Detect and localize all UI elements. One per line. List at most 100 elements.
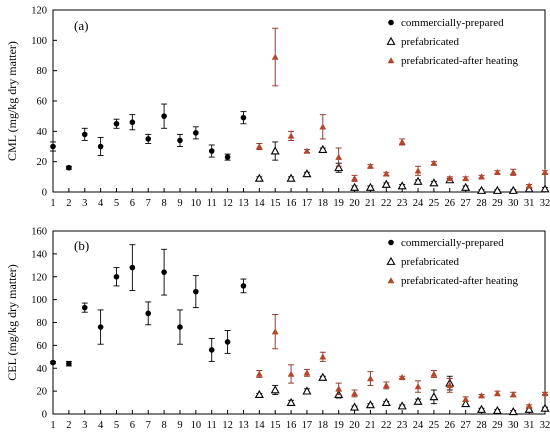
x-tick-label: 20	[349, 420, 360, 431]
x-tick-label: 3	[82, 420, 87, 431]
x-tick-label: 1	[50, 420, 55, 431]
x-tick-label: 3	[82, 198, 87, 209]
data-point	[476, 185, 487, 194]
data-point	[208, 148, 215, 154]
data-point	[50, 359, 56, 366]
data-point	[240, 283, 247, 289]
series-prefabricated-after-heating	[255, 27, 549, 189]
data-point	[302, 169, 312, 178]
x-tick-label: 24	[413, 420, 424, 431]
data-point	[303, 147, 311, 154]
data-point	[540, 184, 550, 193]
series-commercially-prepared	[50, 103, 247, 171]
data-point	[509, 391, 517, 398]
data-point	[129, 264, 136, 271]
x-tick-label: 17	[302, 420, 313, 431]
data-point	[255, 143, 263, 150]
x-tick-label: 28	[476, 420, 487, 431]
data-point	[430, 370, 438, 377]
data-point	[193, 130, 199, 136]
data-point	[492, 405, 502, 414]
data-point	[286, 397, 296, 406]
data-point	[429, 392, 439, 401]
data-point	[540, 403, 550, 412]
x-tick-label: 26	[445, 420, 456, 431]
legend-entry: prefabricated	[401, 256, 460, 268]
x-tick-label: 14	[254, 420, 265, 431]
data-point	[129, 119, 136, 126]
legend-entry: commercially-prepared	[401, 17, 504, 29]
data-point	[287, 132, 295, 139]
x-tick-label: 7	[146, 198, 151, 209]
data-point	[286, 173, 296, 182]
x-tick-label: 29	[492, 198, 503, 209]
legend-entry: prefabricated	[401, 36, 460, 48]
data-point	[508, 185, 518, 194]
series-commercially-prepared	[50, 244, 247, 367]
data-point	[414, 383, 422, 390]
x-tick-label: 2	[66, 198, 71, 209]
x-tick-label: 31	[524, 420, 535, 431]
data-point	[302, 386, 312, 395]
y-tick-label: 60	[37, 341, 48, 352]
data-point	[397, 401, 407, 410]
x-tick-label: 31	[524, 198, 535, 209]
data-point	[508, 406, 518, 416]
y-tick-label: 80	[37, 66, 48, 77]
data-point	[446, 382, 454, 389]
legend-marker	[387, 57, 395, 64]
legend-marker	[388, 19, 394, 26]
x-tick-label: 1	[50, 198, 55, 209]
data-point	[461, 182, 471, 191]
x-tick-label: 24	[413, 198, 424, 209]
x-tick-label: 4	[98, 420, 104, 431]
x-tick-label: 27	[460, 198, 471, 209]
x-tick-label: 32	[540, 420, 550, 431]
data-point	[350, 402, 360, 411]
y-tick-label: 140	[31, 249, 47, 260]
x-tick-label: 8	[161, 198, 166, 209]
data-point	[254, 173, 264, 182]
x-tick-label: 21	[365, 420, 376, 431]
data-point	[525, 182, 533, 189]
data-point	[145, 310, 152, 317]
legend-marker	[386, 256, 396, 265]
data-point	[398, 138, 406, 145]
data-point	[397, 181, 407, 190]
x-tick-label: 19	[333, 420, 344, 431]
y-tick-label: 80	[37, 318, 48, 329]
data-point	[271, 328, 279, 335]
data-point	[66, 164, 72, 171]
data-point	[50, 143, 56, 150]
y-tick-label: 20	[37, 157, 48, 168]
data-point	[240, 114, 247, 121]
legend: commercially-prepared prefabricated prefab…	[386, 237, 518, 287]
data-point	[524, 404, 534, 413]
legend-entry: commercially-prepared	[401, 237, 504, 249]
data-point	[208, 347, 215, 353]
panel-label: (b)	[74, 238, 89, 253]
legend-marker	[388, 239, 394, 246]
data-point	[462, 174, 470, 182]
data-point	[476, 404, 487, 413]
data-point	[303, 369, 311, 376]
data-point	[270, 385, 280, 394]
x-tick-label: 25	[429, 420, 440, 431]
x-tick-label: 22	[381, 198, 392, 209]
x-tick-label: 26	[445, 198, 456, 209]
data-point	[381, 179, 391, 188]
data-point	[367, 375, 374, 382]
x-tick-label: 16	[286, 420, 297, 431]
x-tick-label: 19	[333, 198, 344, 209]
x-tick-label: 10	[191, 420, 202, 431]
data-point	[541, 168, 549, 176]
y-tick-label: 160	[31, 227, 47, 238]
data-point	[81, 304, 88, 311]
x-tick-label: 8	[161, 420, 166, 431]
data-point	[382, 170, 390, 177]
x-tick-label: 12	[222, 420, 233, 431]
y-tick-label: 100	[31, 36, 47, 47]
data-point	[287, 370, 295, 377]
